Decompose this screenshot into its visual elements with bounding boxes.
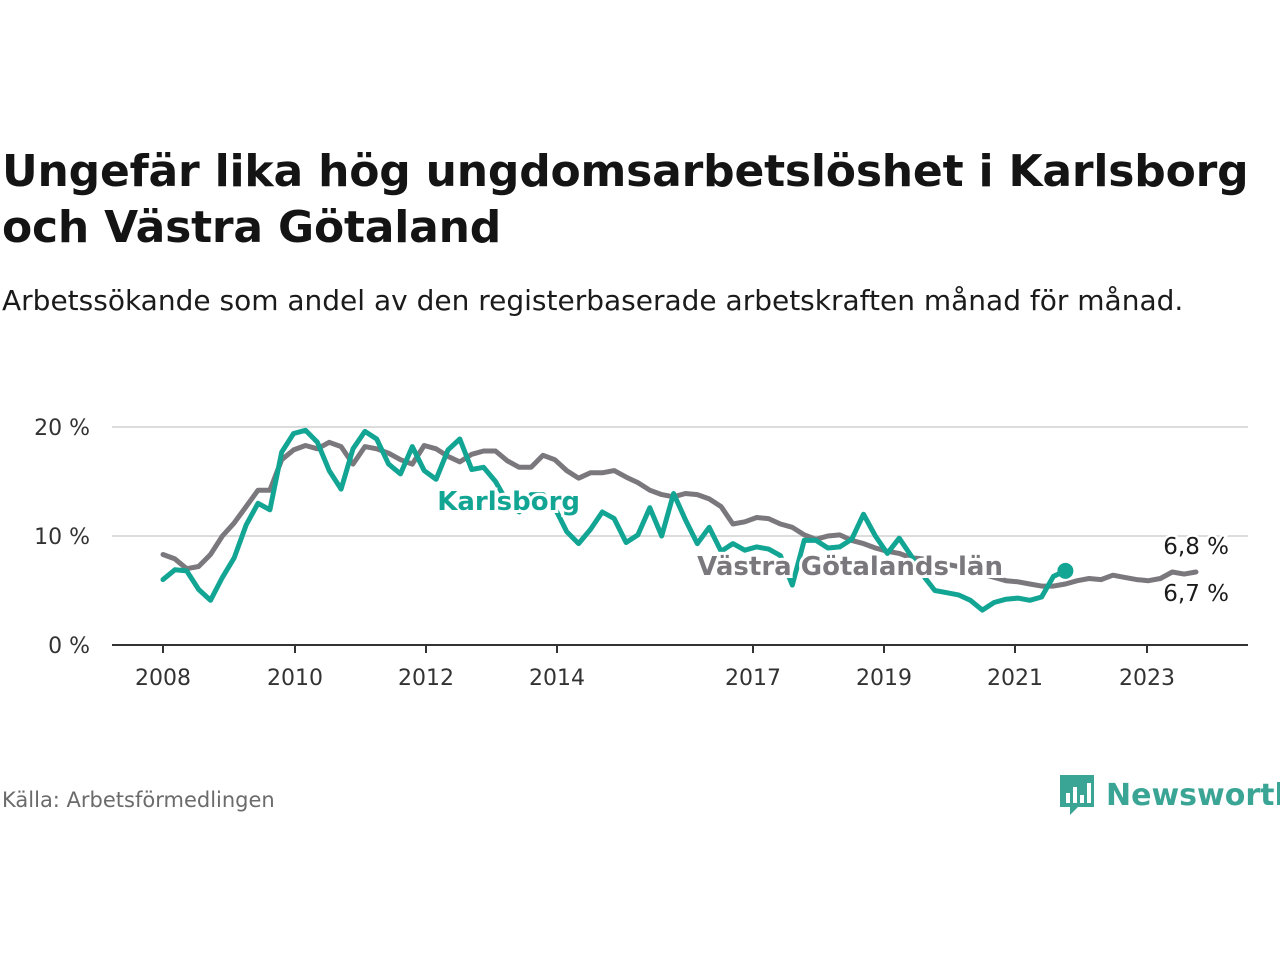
grid-lines: [112, 426, 1248, 646]
source-note: Källa: Arbetsförmedlingen: [2, 788, 275, 812]
end-value-vastra-gotaland: 6,7 %: [1163, 581, 1229, 607]
x-tick-label: 2021: [987, 666, 1043, 691]
x-axis-ticks: 2008 2010 2012 2014 2017 2019 2021 2023: [135, 645, 1175, 691]
series-line-karlsborg: [160, 427, 1068, 613]
series-label-karlsborg: Karlsborg: [437, 487, 580, 517]
x-tick-label: 2019: [856, 666, 912, 691]
x-tick-label: 2023: [1119, 666, 1175, 691]
line-chart: 0 % 10 % 20 % 2008 2010 2012 2014 2017 2019 2021…: [34, 416, 1248, 691]
newsworthy-logo-icon: [1060, 775, 1094, 815]
chart-subtitle: Arbetssökande som andel av den registerb…: [2, 284, 1184, 317]
y-tick-label: 20 %: [34, 416, 90, 441]
x-tick-label: 2010: [267, 666, 323, 691]
series-lines: [160, 427, 1199, 613]
series-label-vastra-gotaland: Västra Götalands län: [697, 552, 1003, 582]
x-tick-label: 2017: [725, 666, 781, 691]
x-tick-label: 2008: [135, 666, 191, 691]
y-tick-label: 10 %: [34, 525, 90, 550]
brand-logo[interactable]: Newsworthy: [1058, 772, 1280, 818]
brand-name: Newsworthy: [1106, 777, 1280, 813]
y-axis-ticks: 0 % 10 % 20 %: [34, 416, 90, 659]
x-tick-label: 2012: [398, 666, 454, 691]
x-tick-label: 2014: [529, 666, 585, 691]
chart-title: Ungefär lika hög ungdomsarbetslöshet i K…: [2, 146, 1249, 253]
series-line-vastra-gotaland: [160, 439, 1199, 589]
end-value-karlsborg: 6,8 %: [1163, 534, 1229, 560]
karlsborg-end-point: [1057, 562, 1074, 579]
series-labels: Västra Götalands län Karlsborg 6,8 % 6,7 %: [434, 484, 1231, 610]
y-tick-label: 0 %: [48, 634, 90, 659]
